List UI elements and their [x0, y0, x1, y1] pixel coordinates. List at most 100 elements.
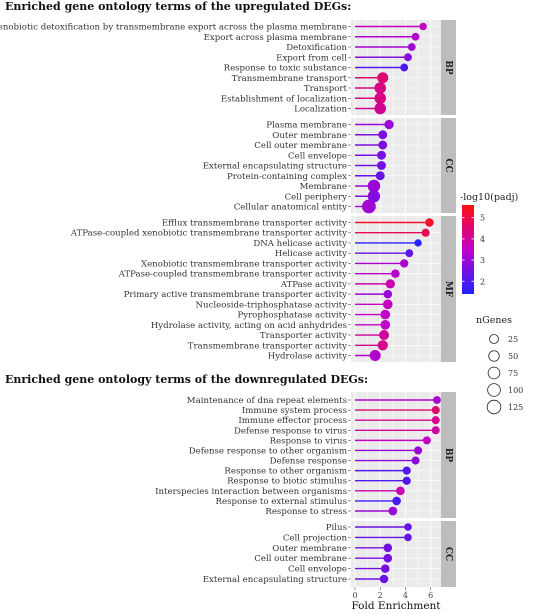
- term-label: Cell outer membrane: [254, 141, 347, 151]
- lollipop-point: [404, 533, 412, 542]
- lollipop-point: [419, 22, 427, 31]
- size-legend-label: 75: [508, 369, 518, 378]
- term-label: Hydrolase activity: [268, 352, 347, 362]
- lollipop-point: [414, 239, 422, 247]
- term-label: Maintenance of dna repeat elements: [187, 396, 347, 406]
- strip-down-bp: [441, 392, 456, 518]
- strip-down-cc: [441, 521, 456, 587]
- term-label: Xenobiotic transmembrane transporter act…: [141, 259, 347, 269]
- size-legend-circle: [487, 383, 501, 397]
- lollipop-point: [383, 553, 393, 563]
- lollipop-point: [402, 466, 411, 475]
- term-label: External encapsulating structure: [203, 162, 347, 172]
- lollipop-point: [392, 496, 401, 506]
- size-legend-circle: [487, 366, 501, 380]
- term-label: Hydrolase activity, acting on acid anhyd…: [151, 321, 347, 331]
- lollipop-point: [377, 161, 386, 170]
- term-label: Membrane: [300, 182, 347, 192]
- term-label: Pyrophosphatase activity: [237, 311, 347, 321]
- size-legend-label: 50: [508, 352, 518, 361]
- term-label: Response to virus: [270, 436, 347, 446]
- term-label: Response to toxic substance: [224, 64, 347, 74]
- lollipop-point: [380, 309, 391, 320]
- lollipop-point: [404, 523, 412, 531]
- term-label: Xenobiotic detoxification by transmembra…: [0, 23, 347, 33]
- term-label: Nucleoside-triphosphatase activity: [196, 300, 348, 310]
- term-label: Outer membrane: [272, 131, 347, 141]
- term-label: Transport: [304, 84, 348, 94]
- term-label: Outer membrane: [272, 544, 347, 554]
- lollipop-point: [396, 486, 405, 496]
- facet-label-down-cc: CC: [443, 547, 453, 561]
- lollipop-point: [378, 140, 388, 150]
- facet-label-up-bp: BP: [443, 60, 453, 75]
- lollipop-point: [375, 171, 385, 181]
- lollipop-point: [411, 32, 420, 41]
- lollipop-point: [411, 456, 420, 465]
- term-label: Immune system process: [242, 406, 347, 416]
- color-legend-label: 3: [480, 256, 485, 265]
- size-legend-label: 25: [508, 335, 518, 344]
- lollipop-point: [422, 436, 431, 445]
- term-label: Detoxification: [286, 43, 347, 53]
- lollipop-point: [361, 199, 376, 214]
- term-label: Response to other organism: [224, 467, 347, 477]
- size-legend-circle: [486, 399, 502, 415]
- lollipop-point: [374, 102, 387, 115]
- term-label: Localization: [294, 105, 347, 115]
- lollipop-point: [431, 416, 440, 425]
- term-label: Pilus: [326, 523, 347, 533]
- color-bar: [462, 205, 474, 294]
- lollipop-point: [391, 269, 400, 278]
- lollipop-point: [405, 249, 414, 258]
- term-label: Defense response: [270, 457, 347, 467]
- term-label: Cell outer membrane: [254, 554, 347, 564]
- term-label: Transporter activity: [260, 331, 347, 341]
- lollipop-point: [379, 330, 390, 341]
- facet-label-down-bp: BP: [443, 448, 453, 463]
- size-legend-label: 100: [508, 386, 523, 395]
- lollipop-point: [378, 130, 388, 140]
- lollipop-point: [377, 72, 389, 84]
- lollipop-point: [367, 179, 381, 193]
- term-label: DNA helicase activity: [253, 239, 347, 249]
- x-tick-label: 6: [428, 591, 433, 600]
- x-tick-label: 2: [378, 591, 383, 600]
- term-label: Efflux transmembrane transporter activit…: [162, 219, 347, 229]
- chart-title-downregulated: Enriched gene ontology terms of the down…: [5, 373, 368, 386]
- chart-title-upregulated: Enriched gene ontology terms of the upre…: [5, 0, 351, 13]
- lollipop-point: [399, 259, 409, 268]
- term-label: Export from cell: [276, 53, 347, 63]
- term-label: Transmembrane transport: [232, 74, 348, 84]
- term-label: Primary active transmembrane transporter…: [124, 290, 348, 300]
- color-legend-title: -log10(padj): [460, 192, 518, 203]
- facet-label-up-cc: CC: [443, 158, 453, 172]
- lollipop-point: [431, 406, 440, 415]
- panel-down-cc: [351, 521, 441, 587]
- term-label: Response to stress: [265, 507, 347, 517]
- lollipop-point: [431, 426, 440, 435]
- term-label: Defense response to virus: [234, 426, 347, 436]
- lollipop-point: [379, 574, 389, 584]
- x-tick-label: 4: [403, 591, 408, 600]
- lollipop-point: [374, 82, 386, 94]
- lollipop-point: [383, 543, 393, 553]
- color-legend-label: 2: [480, 277, 485, 286]
- term-label: Establishment of localization: [221, 94, 348, 104]
- term-label: Helicase activity: [275, 249, 347, 259]
- size-legend-circle: [489, 334, 499, 344]
- lollipop-point: [407, 43, 416, 51]
- x-axis-label: Fold Enrichment: [351, 600, 441, 612]
- term-label: Response to biotic stimulus: [227, 477, 347, 487]
- term-label: ATPase-coupled transmembrane transporter…: [118, 270, 348, 280]
- lollipop-point: [433, 396, 441, 404]
- color-legend-label: 5: [480, 214, 485, 223]
- lollipop-point: [402, 476, 411, 485]
- lollipop-point: [414, 446, 423, 455]
- lollipop-point: [404, 53, 412, 62]
- lollipop-point: [384, 119, 394, 130]
- x-tick-label: 0: [352, 591, 357, 600]
- size-legend-circle: [488, 350, 500, 362]
- term-label: Cell envelope: [288, 151, 347, 161]
